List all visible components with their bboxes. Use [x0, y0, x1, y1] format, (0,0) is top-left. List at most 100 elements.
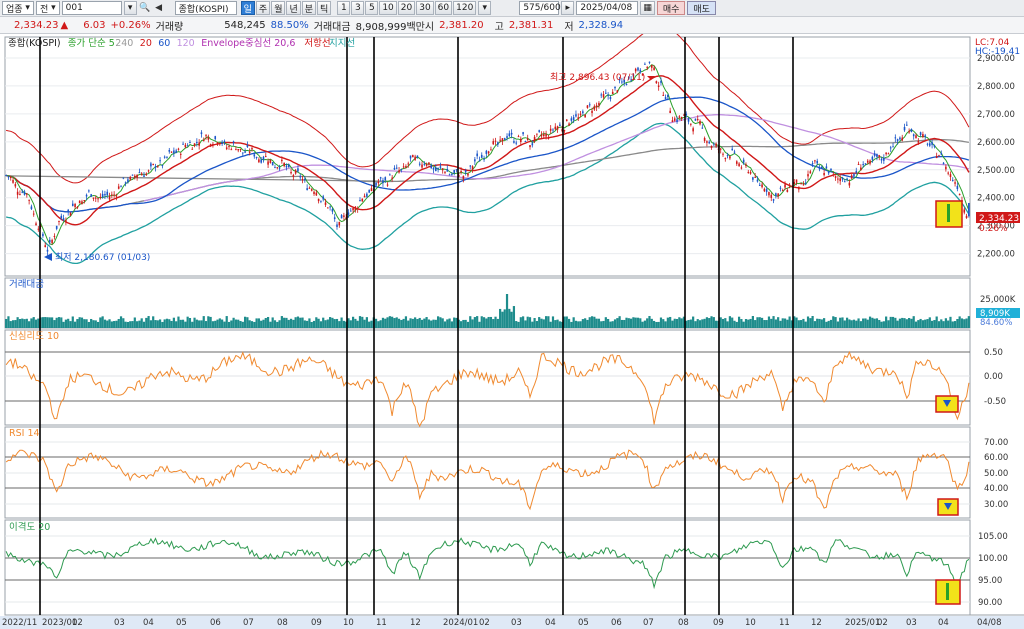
candle-body	[749, 172, 752, 174]
candle-body	[765, 189, 768, 192]
tab-5[interactable]: 틱	[317, 1, 332, 15]
interval-120[interactable]: 120	[453, 1, 477, 15]
candle-body	[928, 143, 931, 146]
candle-body	[729, 156, 731, 159]
candle-body	[101, 193, 104, 198]
volume-bar	[140, 318, 143, 328]
volume-bar	[55, 317, 58, 328]
candle-body	[965, 215, 968, 218]
volume-bar	[264, 317, 267, 328]
interval-dropdown[interactable]: ▾	[478, 1, 492, 15]
candle-body	[669, 110, 671, 113]
tab-2[interactable]: 월	[271, 1, 286, 15]
date-field[interactable]: 2025/04/08	[576, 1, 639, 15]
volume-bar	[926, 319, 929, 328]
volume-bar	[319, 321, 323, 328]
last-price-text: 2,334.23	[979, 214, 1019, 224]
count-dropdown[interactable]: ▸	[561, 1, 575, 15]
volume-bar	[882, 321, 885, 328]
volume-bar	[963, 319, 966, 328]
period-select[interactable]: 전 ▾	[35, 1, 60, 15]
candle-body	[253, 154, 256, 157]
candle-body	[869, 160, 871, 164]
buy-button[interactable]: 매수	[656, 1, 686, 15]
volume-bar	[349, 320, 352, 328]
interval-3[interactable]: 3	[351, 1, 365, 15]
volume-bar	[158, 319, 162, 328]
candle-body	[28, 199, 30, 201]
volume-bar	[129, 321, 132, 328]
calendar-icon[interactable]: ▦	[640, 1, 655, 15]
interval-5[interactable]: 5	[365, 1, 379, 15]
candle-body	[278, 167, 281, 169]
candle-body	[804, 182, 807, 184]
volume-bar	[331, 317, 334, 328]
volume-bar	[710, 316, 713, 328]
volume-bar	[551, 316, 555, 328]
volume-bar	[634, 317, 637, 328]
volume-panel-title: 거래대금	[9, 279, 44, 290]
candle-body	[499, 139, 501, 141]
candle-body	[811, 163, 814, 165]
tab-1[interactable]: 주	[255, 1, 271, 15]
search-icon[interactable]: 🔍	[139, 3, 151, 13]
volume-bar	[613, 319, 617, 328]
candle-body	[678, 116, 681, 118]
candle-body	[48, 239, 51, 243]
candle-body	[274, 167, 276, 169]
interval-1[interactable]: 1	[337, 1, 351, 15]
candle-body	[802, 184, 805, 186]
candle-body	[945, 166, 947, 170]
candle-body	[35, 223, 37, 226]
code-input[interactable]: 001	[61, 1, 122, 15]
x-axis-label: 05	[578, 618, 589, 628]
candle-body	[196, 141, 198, 144]
candle-body	[605, 92, 607, 94]
volume-bar	[878, 319, 881, 328]
interval-60[interactable]: 60	[434, 1, 453, 15]
volume-bar	[526, 316, 529, 328]
volume-bar	[767, 316, 771, 328]
candle-body	[255, 156, 258, 158]
speaker-icon[interactable]: ◀	[155, 3, 163, 13]
count-field[interactable]: 575/600	[519, 1, 561, 15]
candle-body	[418, 163, 421, 165]
candle-body	[368, 190, 370, 193]
candle-body	[258, 159, 260, 163]
rsi-tick-label: 30.00	[984, 500, 1008, 510]
volume-bar	[377, 321, 380, 328]
volume-bar	[322, 317, 325, 328]
tab-3[interactable]: 년	[286, 1, 301, 15]
candle-body	[747, 171, 750, 173]
volume-bar	[246, 317, 249, 328]
stock-chart[interactable]: 2,900.00 2,800.00 2,700.00 2,600.00 2,500.00…	[0, 34, 1024, 629]
volume-bar	[887, 320, 890, 328]
candle-body	[963, 209, 966, 213]
volume-bar	[296, 316, 300, 328]
volume-bar	[356, 320, 359, 328]
candle-body	[816, 160, 819, 164]
candle-body	[648, 61, 651, 63]
candle-body	[320, 200, 322, 202]
volume-bar	[423, 318, 426, 328]
volume-bar	[218, 318, 221, 328]
candle-body	[924, 135, 927, 137]
sell-button[interactable]: 매도	[687, 1, 716, 15]
interval-30[interactable]: 30	[416, 1, 434, 15]
candle-body	[9, 177, 12, 179]
candle-body	[522, 132, 524, 135]
candle-body	[324, 202, 327, 205]
candle-body	[733, 151, 736, 153]
volume-bar	[294, 317, 297, 328]
category-select[interactable]: 업종 ▾	[2, 1, 34, 15]
tab-4[interactable]: 분	[301, 1, 317, 15]
tab-0[interactable]: 일	[240, 1, 255, 15]
interval-20[interactable]: 20	[397, 1, 416, 15]
candle-body	[513, 141, 515, 143]
candle-body	[476, 153, 478, 157]
volume-bar	[92, 320, 95, 328]
interval-10[interactable]: 10	[379, 1, 397, 15]
volume-bar	[595, 318, 598, 328]
dropdown-button[interactable]: ▾	[123, 1, 137, 15]
amount-label: 거래대금	[313, 21, 351, 33]
